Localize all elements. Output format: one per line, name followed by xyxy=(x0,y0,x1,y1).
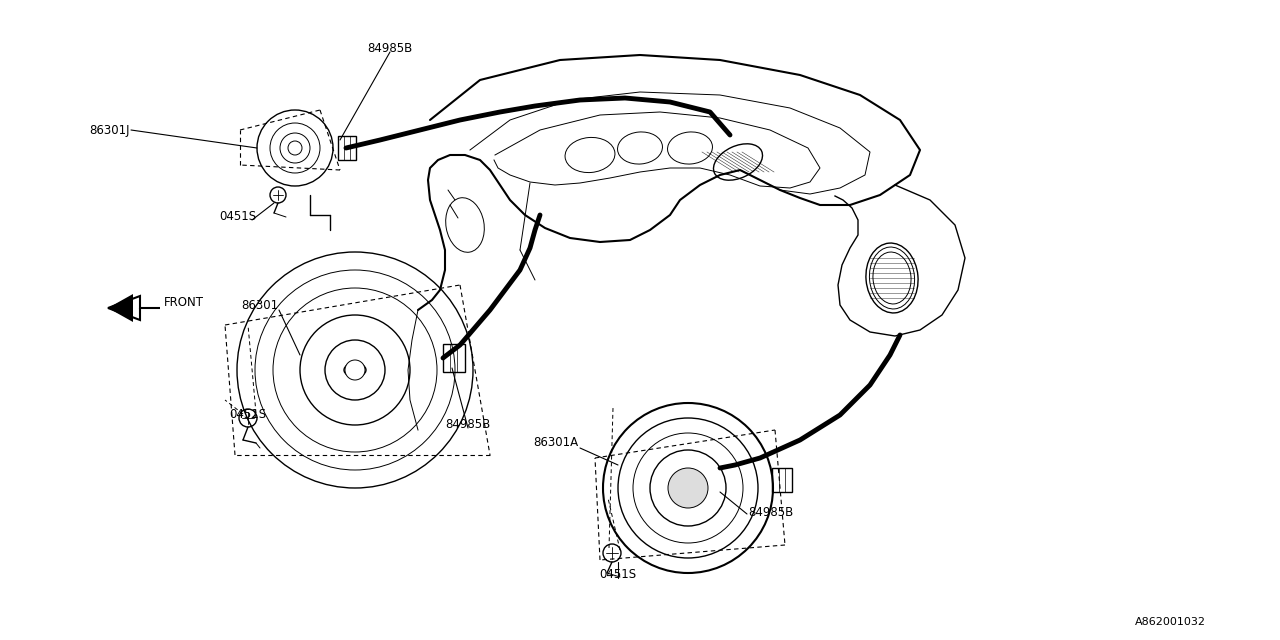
Circle shape xyxy=(668,468,708,508)
Text: 0451S: 0451S xyxy=(599,568,636,581)
Text: 84985B: 84985B xyxy=(367,42,412,55)
Text: FRONT: FRONT xyxy=(164,296,204,308)
FancyBboxPatch shape xyxy=(338,136,356,160)
Text: 86301A: 86301A xyxy=(532,435,579,449)
Text: 0451S: 0451S xyxy=(229,408,266,421)
Text: 84985B: 84985B xyxy=(445,418,490,431)
Text: 84985B: 84985B xyxy=(748,506,794,518)
Text: A862001032: A862001032 xyxy=(1134,617,1206,627)
Polygon shape xyxy=(108,294,133,322)
FancyBboxPatch shape xyxy=(772,468,792,492)
Text: 86301J: 86301J xyxy=(90,124,131,136)
Text: 86301: 86301 xyxy=(241,298,278,312)
Text: 0451S: 0451S xyxy=(219,210,256,223)
FancyBboxPatch shape xyxy=(443,344,465,372)
Circle shape xyxy=(346,360,365,380)
